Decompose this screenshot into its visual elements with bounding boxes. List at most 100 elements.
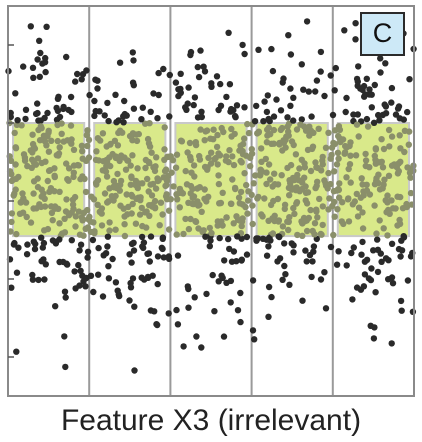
data-point bbox=[94, 85, 101, 92]
data-point bbox=[152, 185, 160, 192]
data-point bbox=[388, 197, 395, 204]
data-point bbox=[243, 233, 251, 241]
data-point bbox=[208, 83, 215, 91]
data-point bbox=[124, 211, 131, 218]
data-point bbox=[12, 175, 20, 182]
data-point bbox=[36, 37, 43, 44]
data-point bbox=[99, 293, 107, 300]
data-point bbox=[288, 138, 296, 145]
data-point bbox=[141, 276, 148, 283]
data-point bbox=[362, 157, 370, 164]
data-point bbox=[255, 193, 262, 201]
data-point bbox=[187, 182, 195, 190]
data-point bbox=[156, 222, 163, 229]
data-point bbox=[44, 177, 51, 185]
data-point bbox=[298, 116, 305, 123]
data-point bbox=[146, 120, 153, 127]
data-point bbox=[126, 251, 133, 258]
data-point bbox=[12, 145, 20, 152]
data-point bbox=[24, 241, 31, 248]
data-point bbox=[303, 217, 310, 224]
data-point bbox=[327, 155, 334, 162]
data-point bbox=[281, 240, 288, 247]
data-point bbox=[353, 190, 360, 198]
data-point bbox=[343, 262, 350, 269]
data-point bbox=[349, 296, 356, 303]
data-point bbox=[154, 280, 161, 288]
data-point bbox=[348, 249, 355, 257]
data-point bbox=[388, 133, 396, 140]
data-point bbox=[409, 308, 417, 315]
data-point bbox=[374, 246, 382, 253]
data-point bbox=[138, 116, 145, 123]
data-point bbox=[266, 117, 273, 125]
data-point bbox=[361, 271, 369, 278]
data-point bbox=[31, 245, 39, 253]
data-point bbox=[357, 194, 364, 201]
data-point bbox=[211, 308, 218, 315]
data-point bbox=[302, 247, 309, 254]
data-point bbox=[267, 176, 274, 183]
data-point bbox=[187, 48, 195, 56]
data-point bbox=[309, 143, 317, 150]
data-point bbox=[251, 118, 259, 125]
data-point bbox=[314, 178, 321, 185]
data-point bbox=[290, 249, 297, 256]
data-point bbox=[325, 206, 332, 213]
data-point bbox=[258, 158, 265, 165]
data-point bbox=[382, 197, 389, 204]
data-point bbox=[201, 186, 208, 193]
data-point bbox=[343, 174, 350, 181]
data-point bbox=[284, 123, 291, 130]
data-point bbox=[94, 177, 102, 184]
data-point bbox=[206, 243, 213, 250]
data-point bbox=[261, 98, 268, 105]
data-point bbox=[313, 208, 320, 215]
data-point bbox=[29, 149, 36, 156]
data-point bbox=[366, 86, 373, 93]
data-point bbox=[333, 161, 341, 168]
data-point bbox=[388, 84, 396, 92]
data-point bbox=[229, 176, 236, 183]
data-point bbox=[166, 71, 173, 79]
data-point bbox=[405, 141, 412, 148]
data-point bbox=[358, 251, 365, 258]
data-point bbox=[84, 248, 92, 255]
data-point bbox=[313, 164, 320, 171]
data-point bbox=[155, 69, 162, 77]
data-point bbox=[373, 230, 380, 237]
data-point bbox=[365, 275, 373, 282]
data-point bbox=[147, 233, 155, 240]
data-point bbox=[226, 245, 233, 253]
data-point bbox=[191, 94, 199, 101]
data-point bbox=[377, 55, 384, 62]
data-point bbox=[249, 277, 257, 284]
data-point bbox=[374, 236, 381, 243]
data-point bbox=[345, 195, 352, 202]
data-point bbox=[265, 313, 272, 320]
data-point bbox=[94, 135, 102, 142]
data-point bbox=[353, 121, 361, 128]
data-point bbox=[385, 126, 393, 134]
data-point bbox=[298, 61, 305, 68]
data-point bbox=[372, 289, 379, 296]
data-point bbox=[8, 284, 15, 291]
data-point bbox=[71, 268, 78, 275]
data-point bbox=[114, 287, 121, 294]
data-point bbox=[30, 74, 37, 82]
data-point bbox=[172, 79, 180, 86]
data-point bbox=[304, 189, 312, 196]
data-point bbox=[180, 230, 187, 238]
data-point bbox=[8, 218, 15, 226]
data-point bbox=[287, 51, 295, 58]
data-point bbox=[168, 169, 175, 176]
data-point bbox=[296, 165, 303, 172]
data-point bbox=[24, 162, 31, 170]
data-point bbox=[105, 263, 112, 270]
data-point bbox=[94, 201, 101, 208]
data-point bbox=[281, 201, 289, 208]
data-point bbox=[159, 211, 166, 218]
data-point bbox=[193, 333, 200, 340]
data-point bbox=[42, 158, 49, 165]
data-point bbox=[91, 112, 98, 120]
